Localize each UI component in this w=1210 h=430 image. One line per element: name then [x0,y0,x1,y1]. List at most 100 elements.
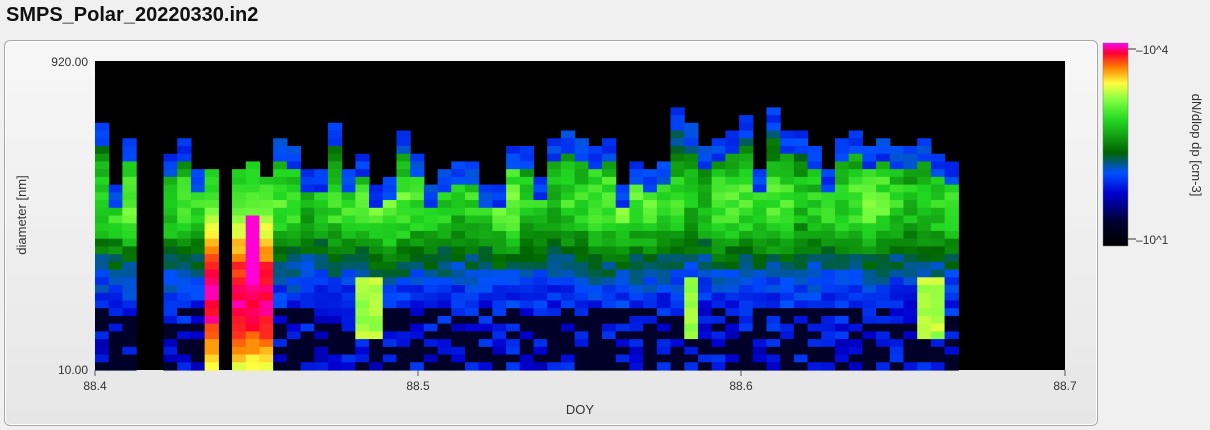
heatmap-cell [917,315,932,325]
heatmap-cell [382,362,398,371]
heatmap-cell [670,246,685,255]
heatmap-cell [204,331,219,340]
heatmap-cell [410,269,425,278]
heatmap-cell [464,169,480,178]
heatmap-cell [752,215,768,224]
heatmap-cell [725,277,740,286]
heatmap-cell [930,261,946,271]
heatmap-cell [697,246,713,255]
heatmap-cell [821,308,836,317]
heatmap-cell [656,331,672,340]
heatmap-cell [780,184,795,193]
heatmap-cell [766,354,781,363]
heatmap-cell [259,339,274,348]
heatmap-cell [574,300,589,309]
heatmap-cell [273,292,288,302]
heatmap-cell [711,230,726,240]
heatmap-cell [670,215,685,224]
heatmap-cell [876,292,891,302]
heatmap-cell [903,153,918,163]
heatmap-cell [889,339,905,348]
heatmap-cell [410,238,425,247]
heatmap-cell [341,292,356,302]
heatmap-cell [245,207,261,217]
heatmap-cell [876,200,891,209]
heatmap-cell [492,292,507,302]
heatmap-cell [821,331,836,340]
heatmap-cell [588,362,603,371]
heatmap-cell [273,176,288,186]
heatmap-cell [95,176,110,186]
heatmap-cell [423,184,439,193]
heatmap-cell [725,223,740,232]
heatmap-cell [574,346,589,356]
heatmap-cell [629,308,644,317]
heatmap-cell [122,292,137,302]
heatmap-cell [739,292,754,302]
heatmap-cell [917,285,932,294]
heatmap-cell [629,362,644,371]
heatmap-cell [286,169,302,178]
heatmap-cell [108,230,123,240]
heatmap-cell [739,238,754,247]
heatmap-cell [547,145,562,155]
heatmap-cell [917,200,932,209]
heatmap-cell [670,176,685,186]
heatmap-cell [711,339,726,348]
heatmap-cell [643,300,658,309]
heatmap-cell [437,254,452,263]
heatmap-cell [834,184,850,193]
heatmap-cell [122,354,137,363]
heatmap-cell [95,145,110,155]
heatmap-cell [245,300,261,309]
heatmap-cell [519,238,535,247]
heatmap-cell [245,346,261,356]
x-axis-label: DOY [566,402,595,417]
heatmap-cell [327,346,343,356]
heatmap-cell [876,215,891,224]
heatmap-cell [506,184,521,193]
heatmap-cell [108,277,123,286]
heatmap-cell [396,138,411,147]
heatmap-cell [410,153,425,163]
heatmap-cell [684,138,699,147]
heatmap-cell [396,223,411,232]
heatmap-cell [602,308,617,317]
heatmap-cell [560,354,576,363]
heatmap-cell [300,238,315,247]
heatmap-cell [410,277,425,286]
heatmap-cell [807,285,822,294]
heatmap-cell [245,192,261,201]
heatmap-cell [697,292,713,302]
heatmap-cell [464,192,480,201]
heatmap-cell [889,331,905,340]
heatmap-cell [314,223,329,232]
heatmap-cell [396,323,411,332]
heatmap-cell [177,215,192,224]
heatmap-cell [355,285,370,294]
heatmap-cell [807,184,822,193]
heatmap-cell [780,285,795,294]
heatmap-cell [876,323,891,332]
heatmap-cell [684,161,699,170]
heatmap-cell [369,277,384,286]
heatmap-cell [382,277,398,286]
heatmap-cell [711,138,726,147]
heatmap-cell [190,215,206,224]
heatmap-cell [670,192,685,201]
heatmap-cell [355,362,370,371]
heatmap-cell [190,323,206,332]
heatmap-cell [492,308,507,317]
heatmap-cell [519,207,535,217]
heatmap-cell [917,300,932,309]
heatmap-cell [560,315,576,325]
heatmap-cell [848,207,863,217]
heatmap-cell [327,269,343,278]
heatmap-cell [807,308,822,317]
heatmap-cell [369,346,384,356]
heatmap-cell [560,207,576,217]
heatmap-cell [286,254,302,263]
heatmap-cell [547,261,562,271]
heatmap-cell [930,200,946,209]
